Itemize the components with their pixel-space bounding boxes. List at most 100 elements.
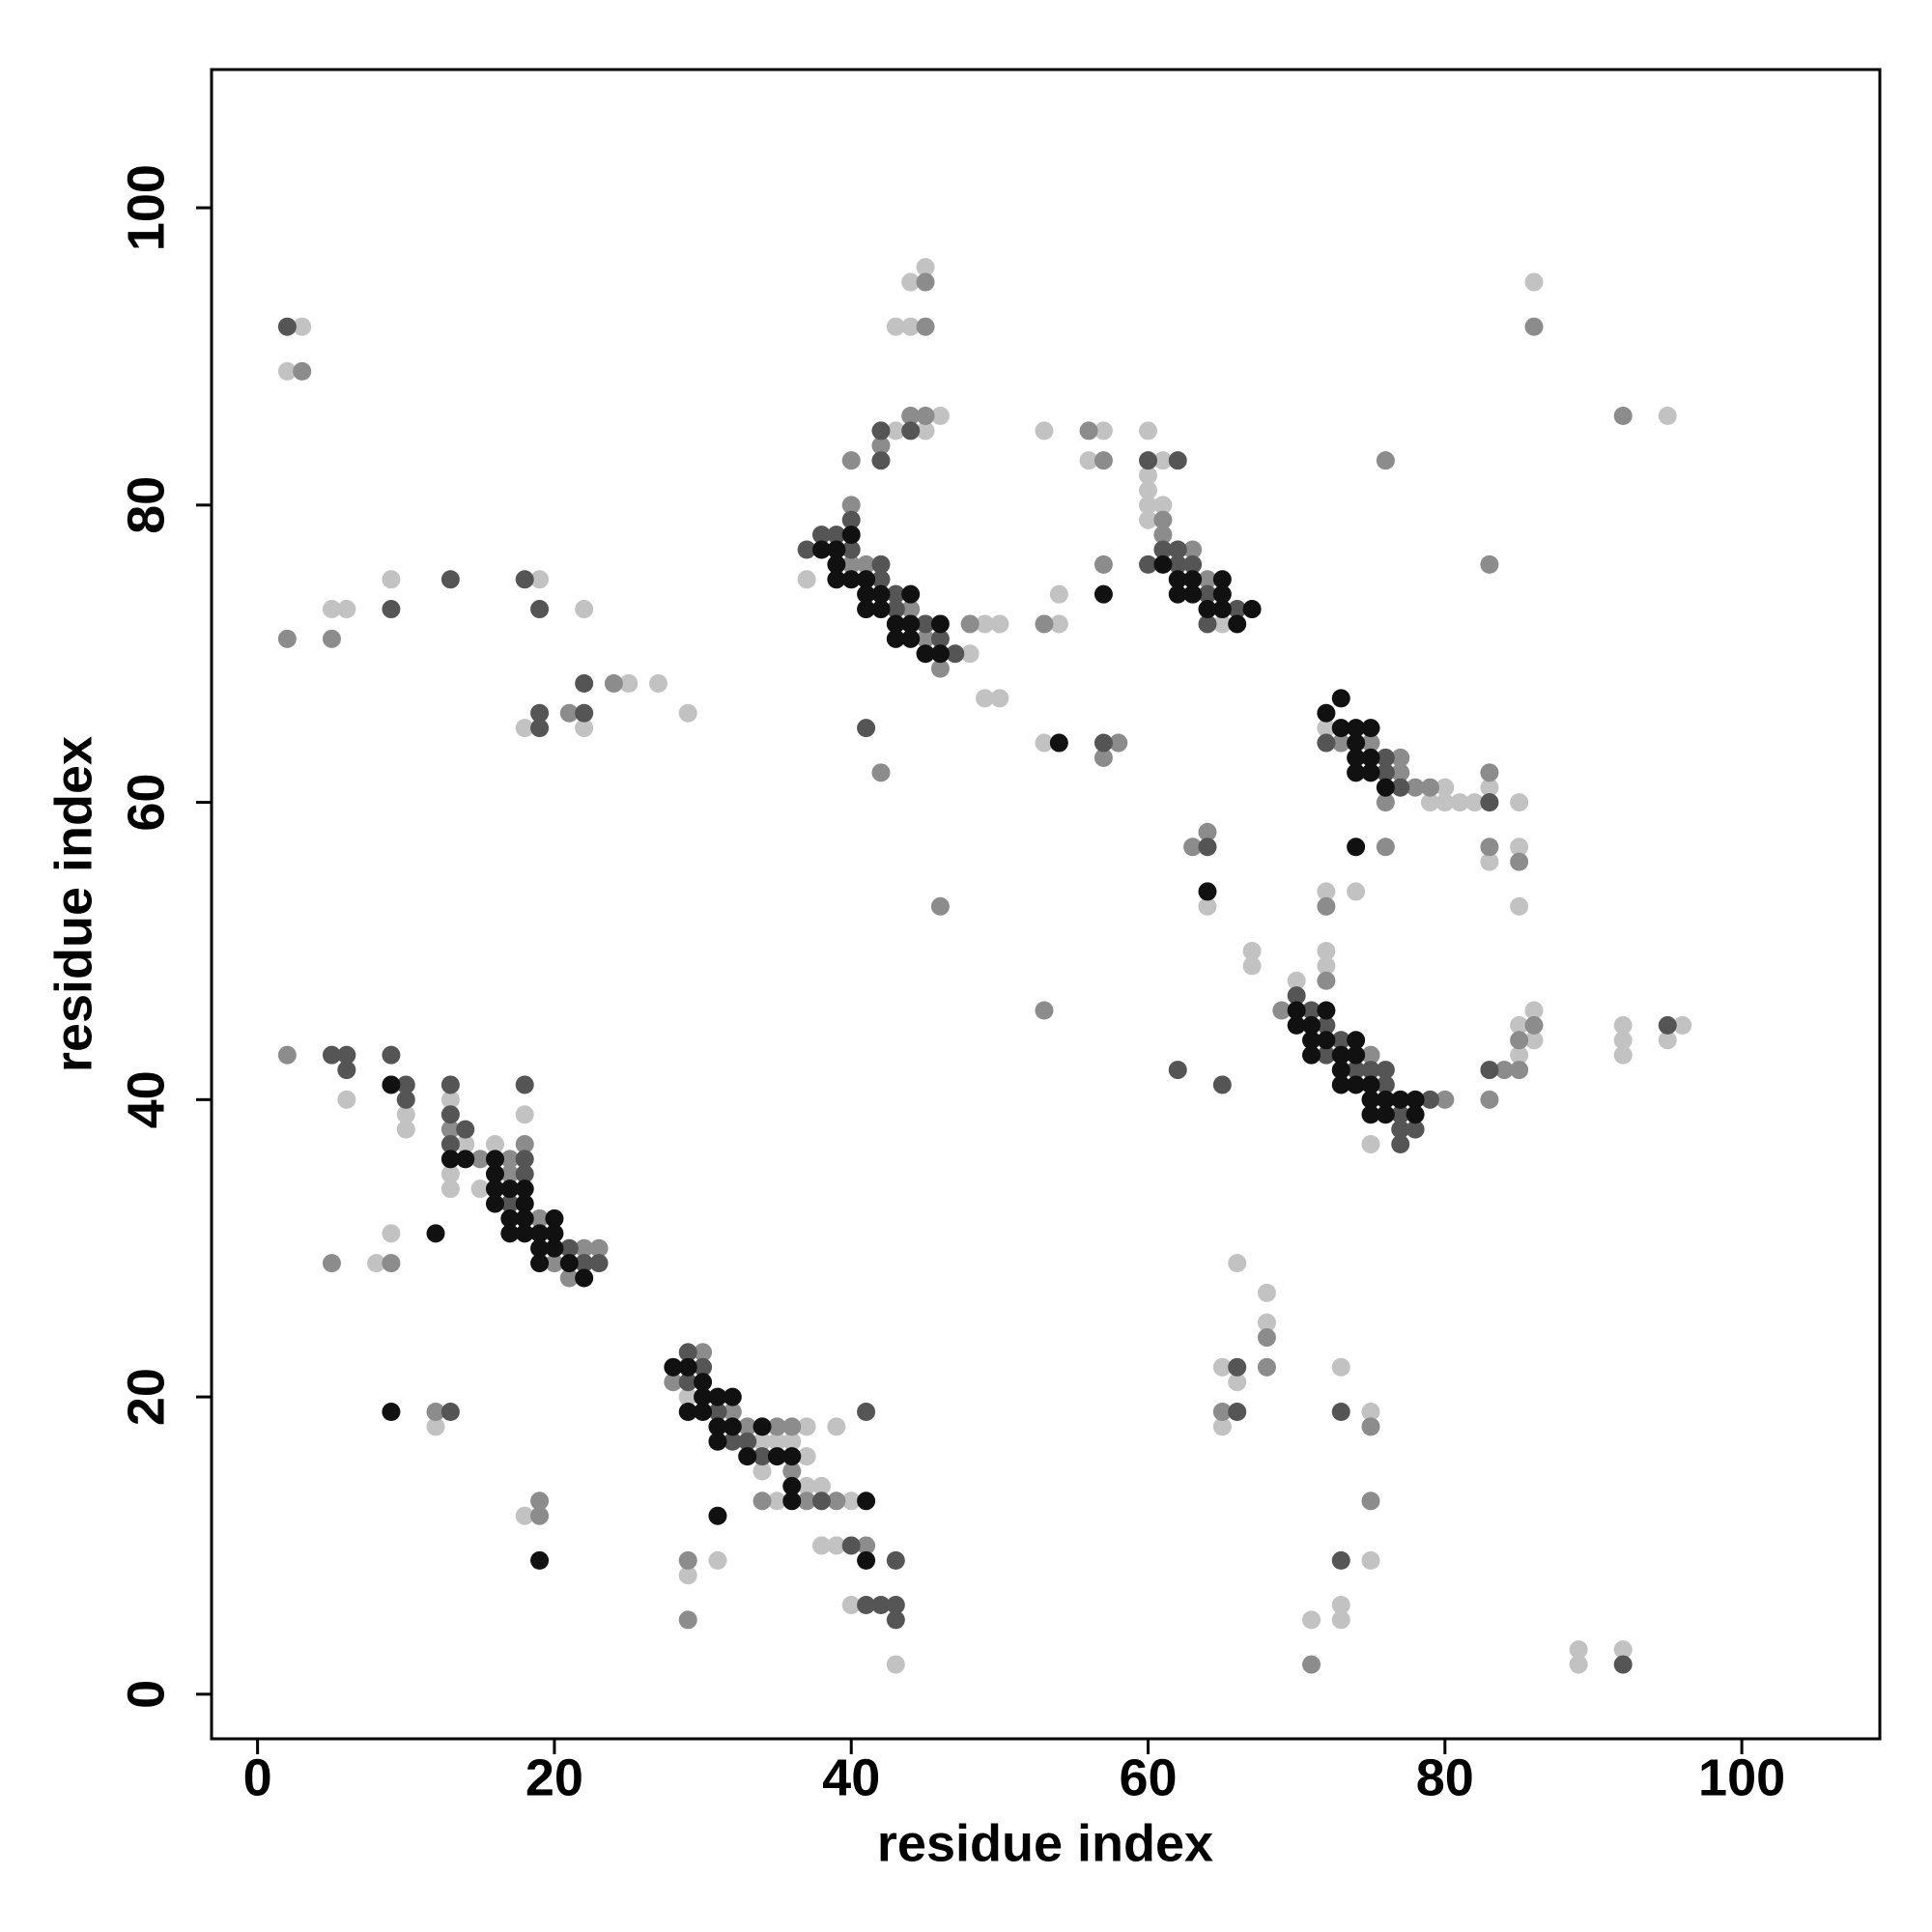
point [782,1476,802,1495]
point [841,1492,861,1511]
point [1376,763,1395,782]
point [1376,778,1395,797]
point [1287,986,1306,1006]
point [515,1208,534,1228]
point [827,1417,846,1436]
point [1183,584,1203,604]
point [1212,1357,1232,1377]
point [1228,1254,1247,1273]
point [1183,540,1203,559]
point [440,570,460,589]
point [515,1105,534,1124]
point [767,1417,786,1436]
point [1480,778,1499,797]
point [1198,896,1217,916]
point [694,1343,713,1362]
point [841,526,861,545]
point [530,1492,550,1511]
point [1361,719,1380,738]
point [1524,317,1544,336]
point [753,1432,772,1451]
point [500,1224,520,1243]
point [1376,1075,1395,1094]
point [575,703,594,723]
point [500,1150,520,1169]
point [1391,1135,1410,1154]
point [382,1402,401,1421]
point [1035,1001,1054,1020]
point [1035,421,1054,440]
point [426,1402,445,1421]
point [1228,1402,1247,1421]
point [1420,778,1439,797]
point [841,554,861,574]
point [470,1179,490,1199]
point [485,1194,504,1213]
point [589,1238,609,1258]
point [1153,540,1173,559]
point [857,1550,876,1570]
point [1347,1061,1366,1080]
point [545,1238,564,1258]
point [782,1462,802,1481]
point [1094,584,1113,604]
point [767,1492,786,1511]
point [738,1432,757,1451]
point [456,1150,475,1169]
point [1658,407,1677,426]
point [1347,763,1366,782]
y-tick-label: 40 [117,1070,175,1128]
point [857,600,876,619]
point [1569,1655,1588,1674]
point [841,1596,861,1615]
point [1242,941,1262,960]
plot-frame [210,68,1882,1741]
point [1302,1610,1321,1630]
point [1347,733,1366,753]
point [1168,1061,1187,1080]
point [530,719,550,738]
point [1347,719,1366,738]
point [857,554,876,574]
point [1317,733,1336,753]
point [811,540,831,559]
point [1079,421,1098,440]
point [559,1238,579,1258]
point [1435,1090,1455,1109]
point [1212,1402,1232,1421]
point [1347,1075,1366,1094]
point [589,1254,609,1273]
point [277,629,297,648]
point [1168,570,1187,589]
point [871,600,891,619]
point [694,1387,713,1406]
point [871,570,891,589]
x-tick-label: 100 [1698,1748,1785,1806]
point [1287,1001,1306,1020]
point [1347,748,1366,767]
point [960,644,980,664]
point [797,1447,816,1466]
point [515,1164,534,1183]
point [1376,1061,1395,1080]
point [886,629,905,648]
point [694,1357,713,1377]
point [1257,1313,1276,1332]
point [337,1090,356,1109]
point [871,436,891,455]
point [1317,719,1336,738]
point [1391,748,1410,767]
point [1317,703,1336,723]
point [871,584,891,604]
point [990,689,1009,708]
point [1198,570,1217,589]
point [1331,1596,1350,1615]
point [382,1224,401,1243]
point [515,1075,534,1094]
point [382,1045,401,1065]
point [1376,748,1395,767]
point [1510,852,1529,871]
point [337,1061,356,1080]
point [857,1596,876,1615]
